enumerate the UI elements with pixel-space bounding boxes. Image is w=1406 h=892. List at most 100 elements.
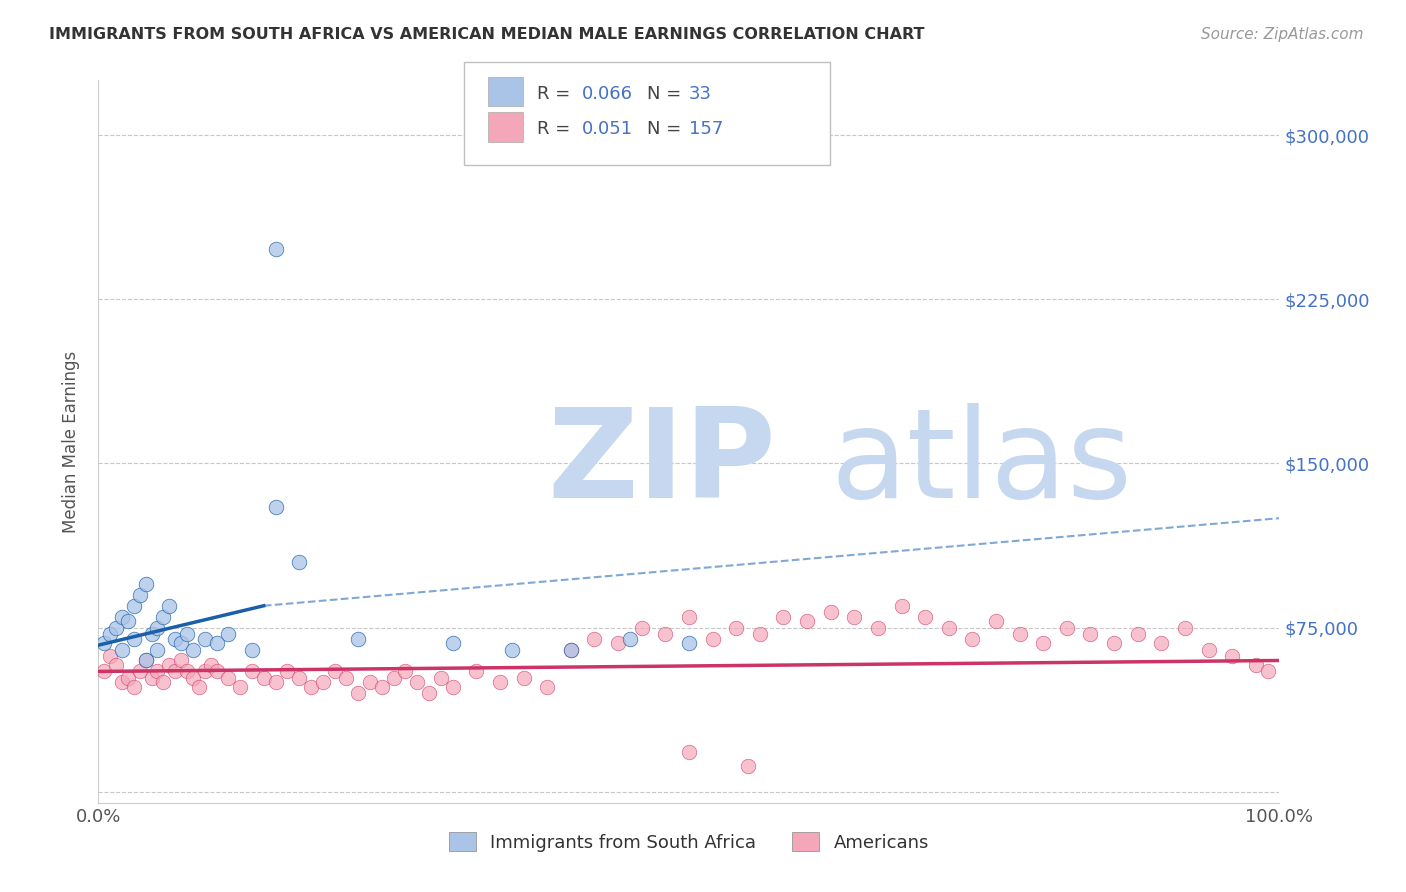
Point	[217, 671, 239, 685]
Point	[264, 242, 287, 256]
Point	[1126, 627, 1149, 641]
Point	[194, 665, 217, 679]
Point	[394, 665, 416, 679]
Point	[157, 599, 180, 613]
Point	[406, 675, 429, 690]
Point	[914, 609, 936, 624]
Point	[501, 642, 523, 657]
Point	[619, 632, 641, 646]
Point	[678, 609, 700, 624]
Point	[152, 675, 174, 690]
Point	[111, 609, 134, 624]
Point	[93, 636, 115, 650]
Point	[146, 642, 169, 657]
Point	[135, 653, 157, 667]
Point	[111, 675, 134, 690]
Point	[347, 686, 370, 700]
Text: R =: R =	[537, 85, 571, 103]
Text: 33: 33	[689, 85, 711, 103]
Point	[962, 632, 984, 646]
Point	[135, 653, 157, 667]
Point	[176, 665, 198, 679]
Point	[512, 671, 534, 685]
Point	[128, 588, 150, 602]
Point	[157, 657, 180, 672]
Point	[465, 665, 488, 679]
Point	[418, 686, 440, 700]
Point	[1102, 636, 1125, 650]
Text: Source: ZipAtlas.com: Source: ZipAtlas.com	[1201, 27, 1364, 42]
Point	[105, 621, 128, 635]
Point	[866, 621, 889, 635]
Text: 0.066: 0.066	[582, 85, 633, 103]
Point	[430, 671, 453, 685]
Text: ZIP: ZIP	[547, 402, 776, 524]
Text: 157: 157	[689, 120, 723, 138]
Point	[194, 632, 217, 646]
Point	[359, 675, 381, 690]
Point	[229, 680, 252, 694]
Point	[253, 671, 276, 685]
Point	[165, 632, 187, 646]
Point	[347, 632, 370, 646]
Point	[205, 636, 228, 650]
Point	[288, 555, 311, 569]
Point	[678, 636, 700, 650]
Point	[165, 665, 187, 679]
Point	[264, 500, 287, 515]
Point	[1080, 627, 1102, 641]
Point	[217, 627, 239, 641]
Point	[748, 627, 770, 641]
Point	[117, 671, 139, 685]
Point	[382, 671, 405, 685]
Point	[630, 621, 652, 635]
Point	[146, 621, 169, 635]
Point	[335, 671, 357, 685]
Point	[288, 671, 311, 685]
Point	[141, 671, 163, 685]
Point	[276, 665, 298, 679]
Point	[489, 675, 512, 690]
Text: 0.051: 0.051	[582, 120, 633, 138]
Point	[141, 627, 163, 641]
Point	[772, 609, 794, 624]
Point	[725, 621, 748, 635]
Point	[441, 636, 464, 650]
Point	[984, 614, 1007, 628]
Point	[938, 621, 960, 635]
Point	[1220, 649, 1243, 664]
Point	[1150, 636, 1173, 650]
Point	[607, 636, 630, 650]
Point	[181, 671, 204, 685]
Text: N =: N =	[647, 120, 681, 138]
Legend: Immigrants from South Africa, Americans: Immigrants from South Africa, Americans	[441, 825, 936, 859]
Point	[187, 680, 209, 694]
Point	[820, 605, 842, 619]
Point	[1174, 621, 1197, 635]
Point	[583, 632, 606, 646]
Point	[111, 642, 134, 657]
Point	[122, 632, 145, 646]
Point	[200, 657, 222, 672]
Point	[654, 627, 676, 641]
Point	[299, 680, 322, 694]
Point	[890, 599, 912, 613]
Point	[844, 609, 866, 624]
Point	[135, 577, 157, 591]
Point	[117, 614, 139, 628]
Y-axis label: Median Male Earnings: Median Male Earnings	[62, 351, 80, 533]
Text: R =: R =	[537, 120, 571, 138]
Point	[678, 746, 700, 760]
Point	[702, 632, 724, 646]
Point	[1257, 665, 1279, 679]
Point	[737, 758, 759, 772]
Point	[560, 642, 582, 657]
Point	[105, 657, 128, 672]
Point	[128, 665, 150, 679]
Point	[796, 614, 818, 628]
Point	[146, 665, 169, 679]
Point	[181, 642, 204, 657]
Point	[312, 675, 335, 690]
Point	[205, 665, 228, 679]
Point	[1056, 621, 1078, 635]
